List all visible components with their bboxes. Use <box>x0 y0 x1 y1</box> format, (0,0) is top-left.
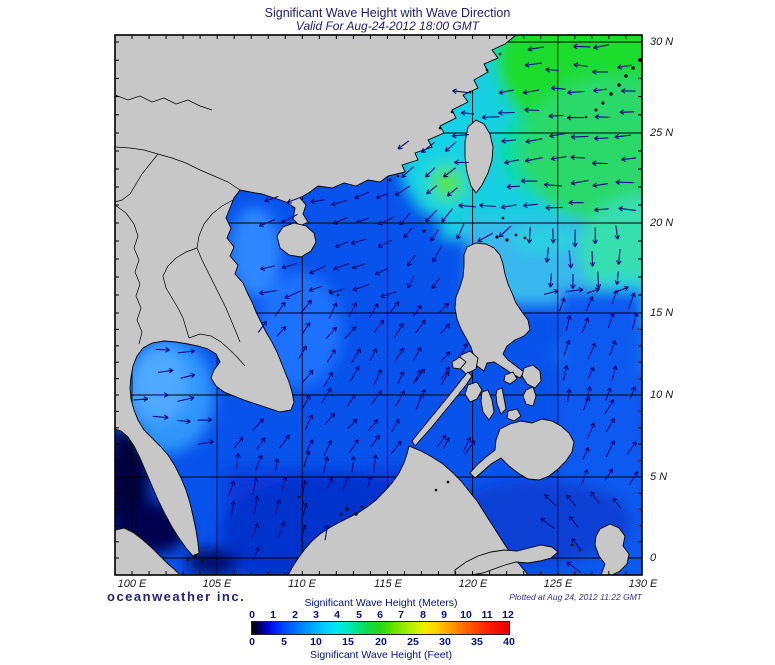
meters-tick: 9 <box>441 609 447 621</box>
feet-tick: 40 <box>503 636 515 648</box>
meters-tick: 1 <box>270 609 276 621</box>
feet-tick: 25 <box>407 636 419 648</box>
asia-mainland <box>115 35 517 557</box>
samar <box>521 364 542 389</box>
lon-label-105e: 105 E <box>202 578 232 590</box>
cebu <box>495 387 507 415</box>
mindanao <box>469 418 575 481</box>
oceanweather-logo-text: oceanweather inc. <box>107 589 246 604</box>
lat-label-25n: 25 N <box>650 127 674 139</box>
meters-tick: 10 <box>460 609 472 621</box>
meters-tick: 7 <box>398 609 404 621</box>
meters-tick: 2 <box>292 609 298 621</box>
lon-label-125e: 125 E <box>543 578 573 590</box>
meters-tick: 4 <box>334 609 340 621</box>
feet-tick: 0 <box>249 636 255 648</box>
lon-label-120e: 120 E <box>458 578 488 590</box>
lat-label-30n: 30 N <box>650 36 674 48</box>
lon-label-115e: 115 E <box>374 578 402 590</box>
legend-meters-title: Significant Wave Height (Meters) <box>304 597 458 609</box>
lon-label-110e: 110 E <box>288 578 316 590</box>
lon-label-100e: 100 E <box>117 578 147 590</box>
meters-tick: 3 <box>313 609 319 621</box>
sulawesi-north-arm <box>454 544 559 575</box>
halmahera <box>594 523 630 575</box>
meters-tick: 11 <box>481 609 493 621</box>
legend-feet-title: Significant Wave Height (Feet) <box>309 649 452 661</box>
masbate <box>503 371 518 385</box>
meters-tick: 0 <box>249 609 255 621</box>
lat-label-0: 0 <box>650 552 657 564</box>
meters-tick: 6 <box>377 609 383 621</box>
feet-tick: 30 <box>439 636 451 648</box>
bohol <box>506 408 522 422</box>
lat-label-5n: 5 N <box>650 471 668 483</box>
sumatra <box>115 527 181 575</box>
country-borders <box>115 94 246 367</box>
meters-tick: 12 <box>502 609 514 621</box>
feet-tick: 35 <box>471 636 483 648</box>
map-frame <box>114 34 643 576</box>
hainan <box>276 222 317 258</box>
wave-direction-arrow-layer <box>133 43 639 574</box>
lat-label-10n: 10 N <box>650 389 674 401</box>
feet-tick: 20 <box>375 636 387 648</box>
panay <box>464 381 483 403</box>
wave-height-colorbar <box>251 621 510 635</box>
feet-tick: 5 <box>281 636 287 648</box>
busuanga <box>451 356 467 370</box>
meters-tick: 5 <box>356 609 362 621</box>
map-title: Significant Wave Height with Wave Direct… <box>264 6 511 20</box>
map-valid-time: Valid For Aug-24-2012 18:00 GMT <box>295 19 480 33</box>
land-layer <box>115 35 642 575</box>
palawan <box>411 371 473 447</box>
feet-tick: 15 <box>342 636 354 648</box>
feet-tick: 10 <box>310 636 322 648</box>
taiwan <box>464 119 494 194</box>
meters-tick: 8 <box>420 609 426 621</box>
leyte <box>522 386 537 407</box>
lon-label-130e: 130 E <box>628 578 658 590</box>
plotted-timestamp: Plotted at Aug 24, 2012 11:22 GMT <box>509 592 642 602</box>
borneo <box>287 445 529 575</box>
small-islands <box>186 52 642 563</box>
lat-label-20n: 20 N <box>650 217 674 229</box>
lat-label-15n: 15 N <box>650 307 674 319</box>
negros <box>480 389 495 421</box>
